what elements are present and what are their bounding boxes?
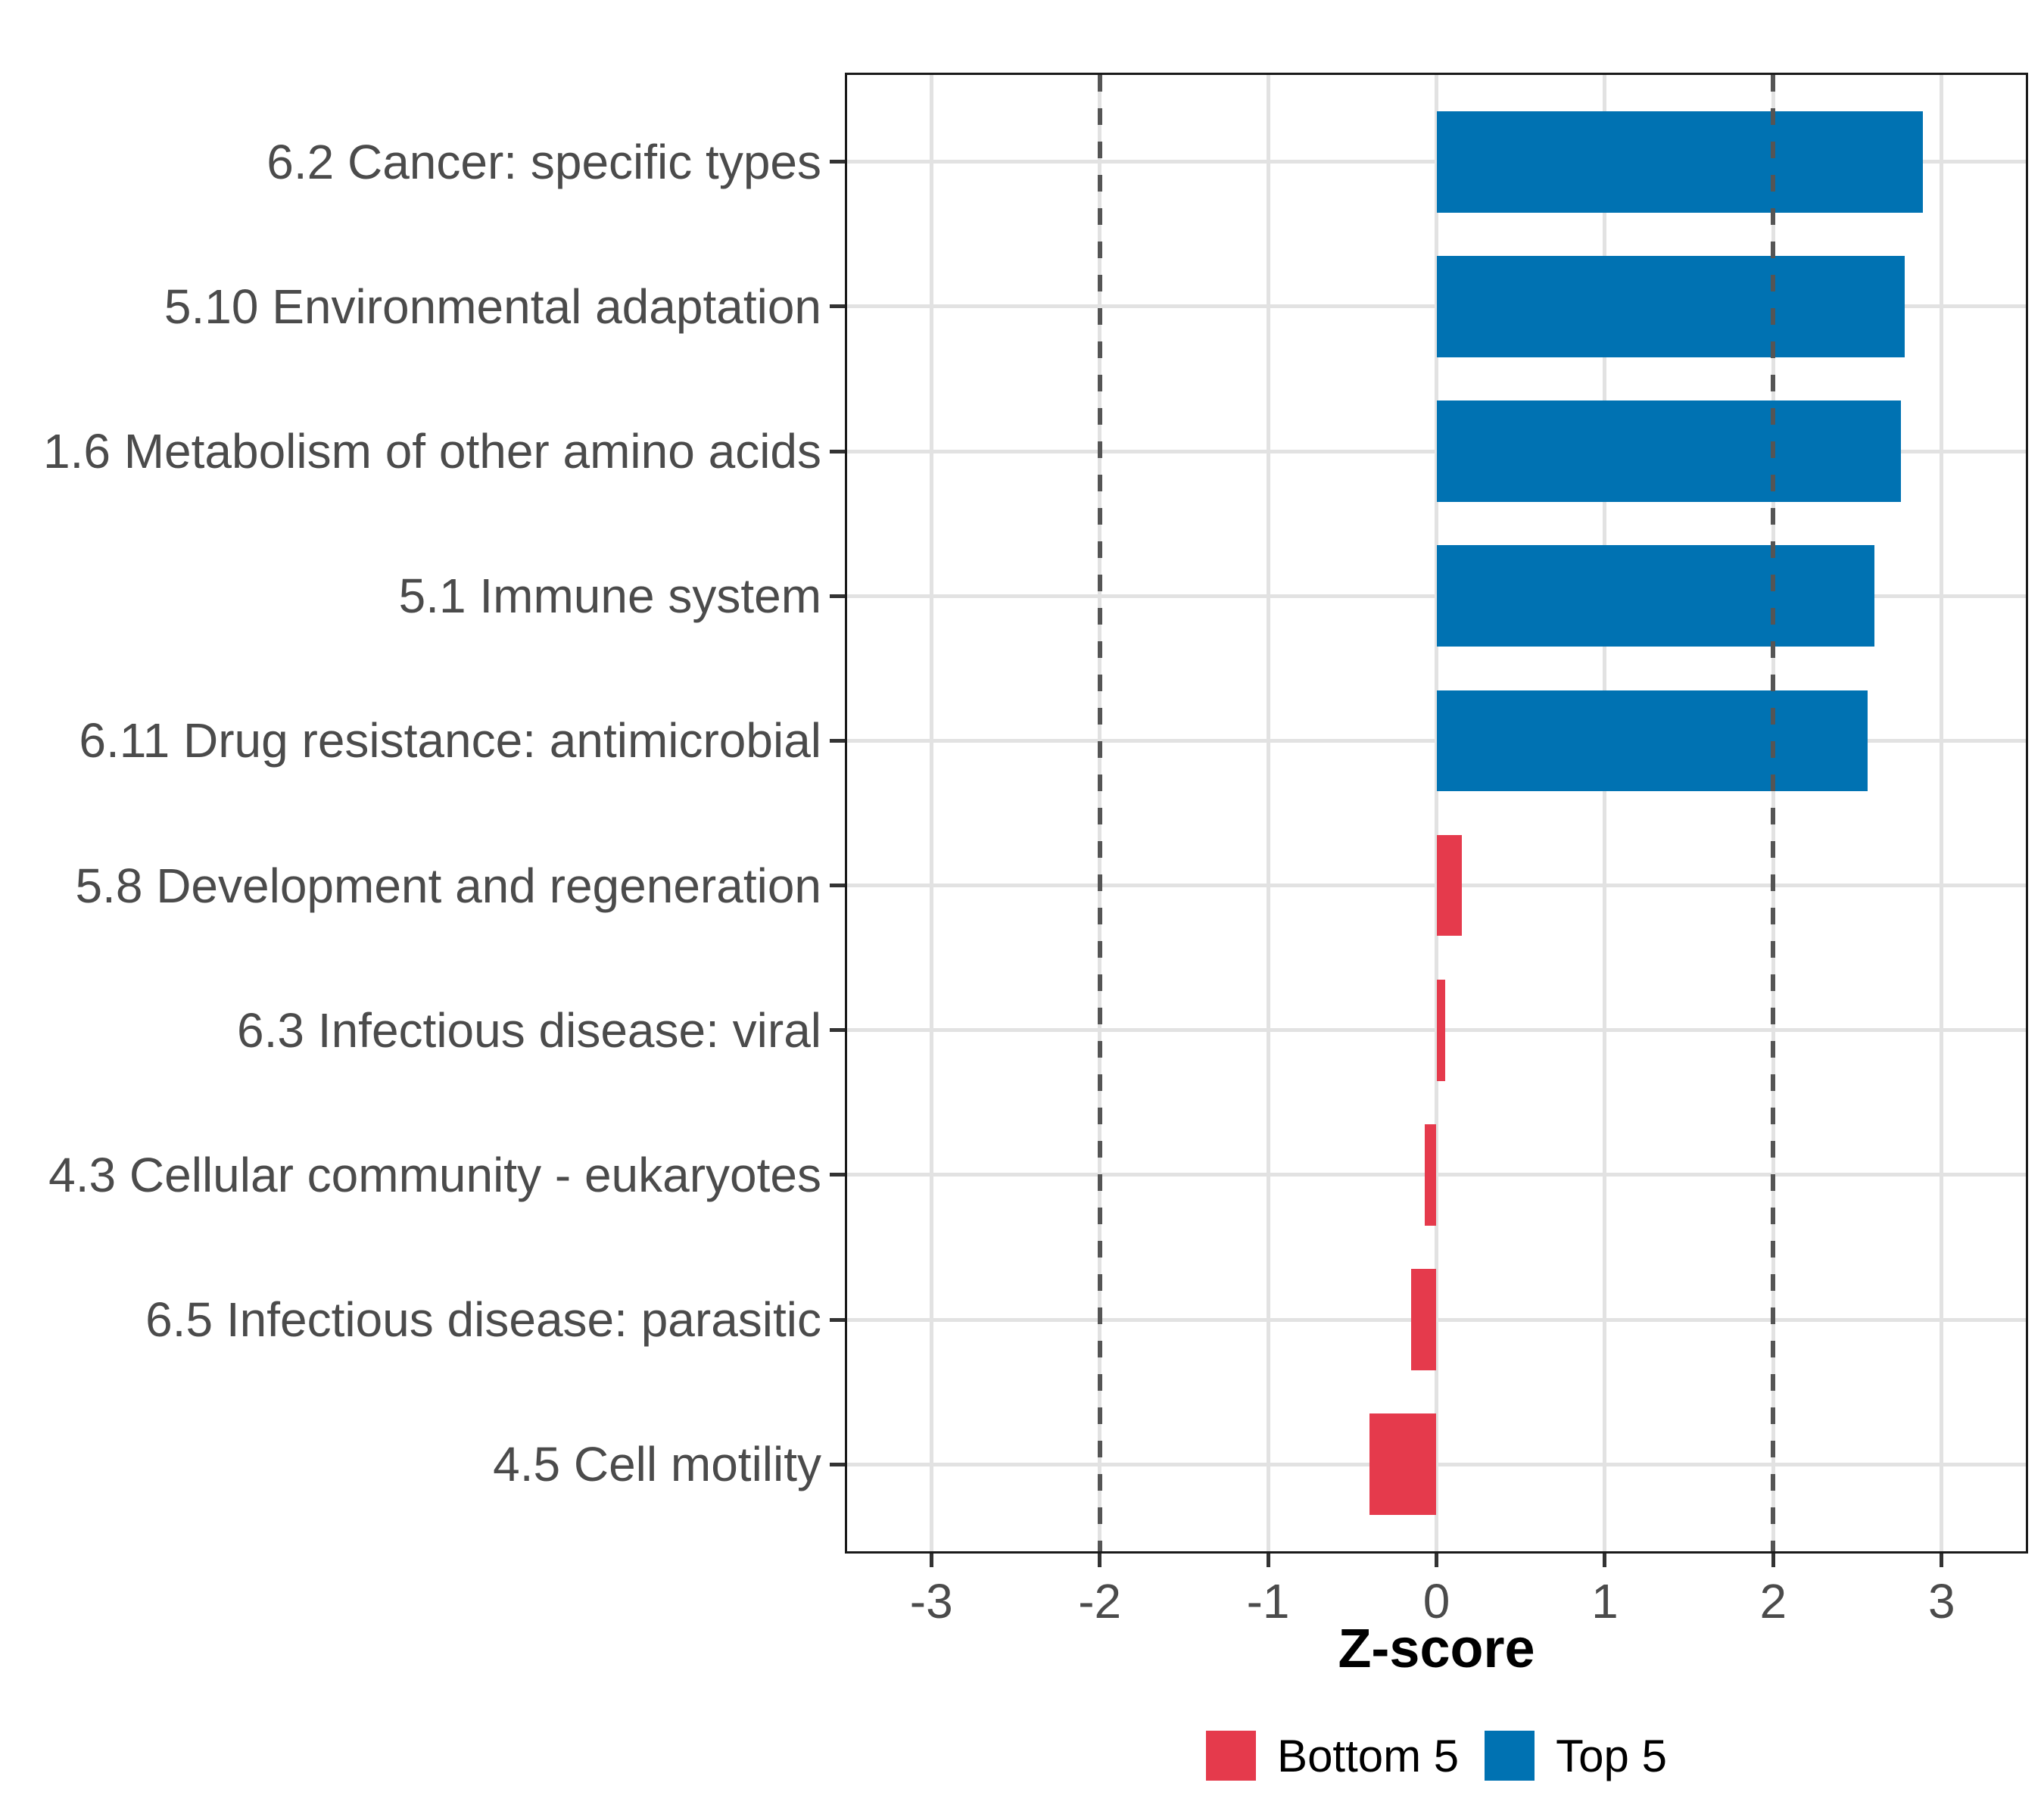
bar <box>1436 979 1445 1081</box>
x-axis-tick <box>1435 1554 1438 1567</box>
x-axis-tick <box>1266 1554 1270 1567</box>
bar <box>1436 545 1874 647</box>
x-axis-tick-label: 1 <box>1591 1574 1619 1628</box>
gridline-horizontal <box>847 1462 2026 1466</box>
x-axis-tick-label: -1 <box>1246 1574 1290 1628</box>
y-axis-tick <box>830 884 845 888</box>
x-axis-tick-label: -2 <box>1078 1574 1122 1628</box>
bar <box>1436 834 1462 937</box>
bar <box>1436 111 1924 213</box>
gridline-vertical <box>1266 75 1270 1551</box>
legend-label: Top 5 <box>1556 1730 1667 1781</box>
legend-item: Top 5 <box>1485 1730 1667 1782</box>
y-axis-label: 4.5 Cell motility <box>493 1437 821 1492</box>
y-axis-label: 5.8 Development and regeneration <box>75 858 821 913</box>
legend-swatch <box>1206 1731 1257 1781</box>
bar <box>1436 400 1902 502</box>
y-axis-label: 4.3 Cellular community - eukaryotes <box>48 1147 821 1202</box>
legend-swatch <box>1485 1731 1535 1781</box>
y-axis-tick <box>830 449 845 453</box>
gridline-horizontal <box>847 1317 2026 1322</box>
bar <box>1436 255 1905 357</box>
reference-line <box>1097 75 1102 1551</box>
x-axis-tick <box>929 1554 933 1567</box>
x-axis-tick <box>1098 1554 1102 1567</box>
y-axis-tick <box>830 1317 845 1322</box>
y-axis-tick <box>830 1462 845 1466</box>
y-axis-tick <box>830 1028 845 1033</box>
gridline-horizontal <box>847 1173 2026 1177</box>
y-axis-label: 6.2 Cancer: specific types <box>266 134 821 189</box>
bar <box>1369 1413 1437 1516</box>
y-axis-tick <box>830 1173 845 1177</box>
reference-line <box>1771 75 1776 1551</box>
legend-item: Bottom 5 <box>1206 1730 1459 1782</box>
gridline-vertical <box>1435 75 1438 1551</box>
x-axis-title: Z-score <box>1338 1619 1535 1679</box>
x-axis-tick-label: 0 <box>1422 1574 1450 1628</box>
plot-panel <box>845 73 2028 1554</box>
x-axis-tick-label: -3 <box>909 1574 953 1628</box>
x-axis-tick-label: 3 <box>1927 1574 1955 1628</box>
gridline-vertical <box>1940 75 1944 1551</box>
x-axis-tick <box>1603 1554 1607 1567</box>
y-axis-label: 6.3 Infectious disease: viral <box>237 1002 821 1058</box>
legend-label: Bottom 5 <box>1277 1730 1460 1781</box>
gridline-vertical <box>1603 75 1607 1551</box>
bar <box>1411 1269 1437 1371</box>
y-axis-label: 5.10 Environmental adaptation <box>164 279 821 334</box>
y-axis-tick <box>830 738 845 743</box>
y-axis-tick <box>830 160 845 164</box>
y-axis-tick <box>830 594 845 598</box>
y-axis-label: 1.6 Metabolism of other amino acids <box>42 424 821 479</box>
y-axis-label: 5.1 Immune system <box>398 569 821 624</box>
y-axis-tick <box>830 304 845 309</box>
x-axis-tick-label: 2 <box>1759 1574 1787 1628</box>
gridline-vertical <box>929 75 933 1551</box>
bar <box>1436 690 1868 792</box>
y-axis-label: 6.5 Infectious disease: parasitic <box>145 1292 821 1348</box>
x-axis-tick <box>1940 1554 1944 1567</box>
y-axis-label: 6.11 Drug resistance: antimicrobial <box>79 713 821 768</box>
bar <box>1424 1124 1437 1226</box>
legend: Bottom 5 Top 5 <box>847 1729 2026 1782</box>
x-axis-tick <box>1771 1554 1775 1567</box>
